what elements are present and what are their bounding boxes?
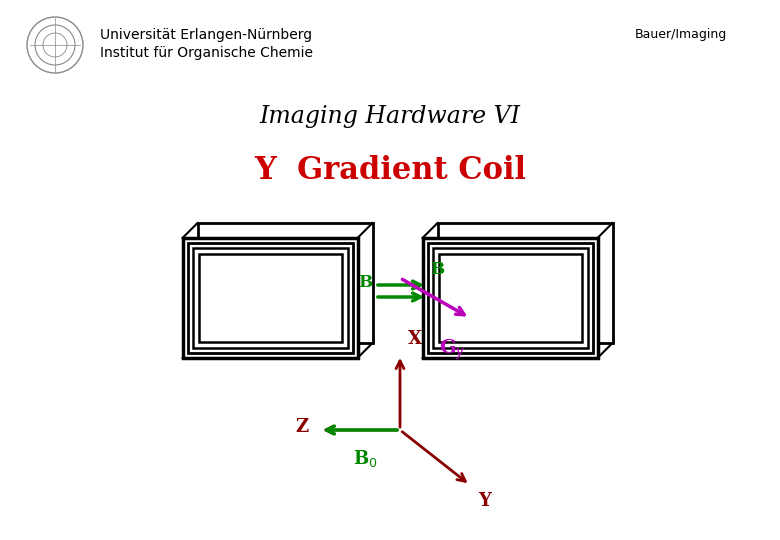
Text: B: B <box>430 261 444 278</box>
Text: Y  Gradient Coil: Y Gradient Coil <box>254 155 526 186</box>
Text: Universität Erlangen-Nürnberg: Universität Erlangen-Nürnberg <box>100 28 312 42</box>
Bar <box>423 238 597 358</box>
Bar <box>438 254 582 342</box>
Text: Bauer/Imaging: Bauer/Imaging <box>635 28 727 41</box>
Text: G$_y$: G$_y$ <box>439 338 466 362</box>
Bar <box>432 248 587 348</box>
Text: Imaging Hardware VI: Imaging Hardware VI <box>260 105 520 128</box>
Text: Z: Z <box>295 418 308 436</box>
Bar <box>438 223 612 343</box>
Bar <box>197 223 373 343</box>
Bar <box>193 248 348 348</box>
Text: B$_0$: B$_0$ <box>353 448 378 469</box>
Text: B: B <box>358 274 372 291</box>
Bar <box>187 243 353 353</box>
Bar <box>427 243 593 353</box>
Text: Institut für Organische Chemie: Institut für Organische Chemie <box>100 46 313 60</box>
Text: Y: Y <box>478 492 491 510</box>
Bar <box>183 238 357 358</box>
Bar <box>198 254 342 342</box>
Text: X: X <box>408 330 422 348</box>
